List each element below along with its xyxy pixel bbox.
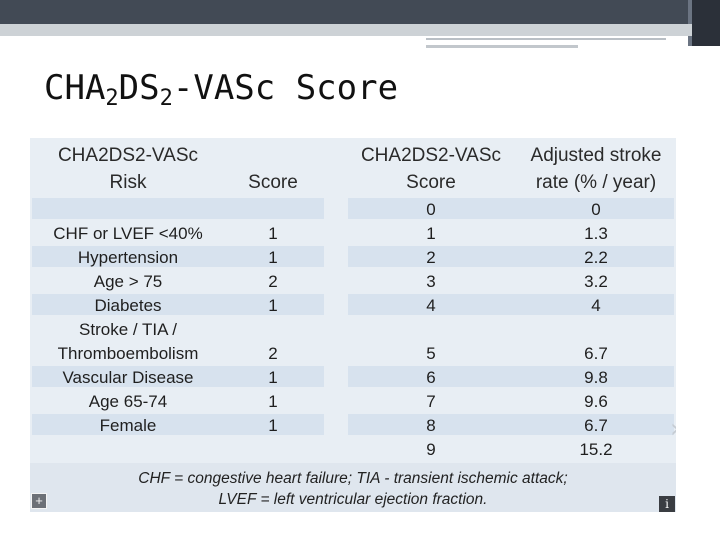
risk-score-cell: 1 <box>268 392 278 411</box>
stroke-score-cell: 1 <box>426 224 436 243</box>
top-decor-stripe <box>0 24 692 36</box>
top-right-decor <box>692 0 720 46</box>
stroke-score-cell: 3 <box>426 272 436 291</box>
footnote-line: LVEF = left ventricular ejection fractio… <box>218 491 488 508</box>
table-row-band <box>348 414 674 435</box>
table-row-band <box>348 246 674 267</box>
stroke-score-cell: 2 <box>426 248 436 267</box>
score-column-header: Score <box>248 172 298 193</box>
risk-factor-cell: Diabetes <box>94 296 162 315</box>
score-table-image: CHA2DS2-VASc Risk Score CHF or LVEF <40%… <box>30 138 676 512</box>
risk-factor-cell: CHF or LVEF <40% <box>53 224 203 243</box>
table-row-band <box>32 294 324 315</box>
stroke-rate-cell: 9.6 <box>584 392 608 411</box>
table-row-band <box>32 414 324 435</box>
stroke-rate-cell: 15.2 <box>579 440 613 459</box>
stroke-rate-column-header: Adjusted stroke rate (% / year) <box>530 145 662 193</box>
risk-score-cell: 1 <box>268 248 278 267</box>
risk-factor-cell: Female <box>99 416 157 435</box>
stroke-score-cell: 9 <box>426 440 436 459</box>
table-row-band <box>32 198 324 219</box>
risk-score-cell: 1 <box>268 296 278 315</box>
risk-score-cell: 2 <box>268 344 278 363</box>
stroke-rate-cell: 0 <box>591 200 601 219</box>
risk-column-header: CHA2DS2-VASc Risk <box>57 145 199 193</box>
risk-score-cell: 1 <box>268 224 278 243</box>
risk-factor-cell: Stroke / TIA / Thromboembolism <box>57 320 199 363</box>
table-row-band <box>32 366 324 387</box>
stroke-rate-cell: 6.7 <box>584 344 608 363</box>
top-decor-band <box>0 0 720 24</box>
stroke-rate-cell: 4 <box>591 296 601 315</box>
footnote-background <box>30 463 676 512</box>
table-row-band <box>348 198 674 219</box>
risk-score-cell: 1 <box>268 416 278 435</box>
risk-score-cell: 1 <box>268 368 278 387</box>
risk-factor-cell: Vascular Disease <box>62 368 194 387</box>
decor-rule <box>426 45 578 48</box>
risk-score-cell: 2 <box>268 272 278 291</box>
risk-factor-cell: Age 65-74 <box>88 392 168 411</box>
stroke-score-column-header: CHA2DS2-VASc Score <box>360 145 502 193</box>
table-row-band <box>348 366 674 387</box>
footnote-line: CHF = congestive heart failure; TIA - tr… <box>138 470 568 487</box>
decor-rule <box>426 38 666 40</box>
stroke-score-cell: 0 <box>426 200 436 219</box>
table-row-band <box>348 294 674 315</box>
stroke-score-cell: 8 <box>426 416 436 435</box>
table-row-band <box>32 246 324 267</box>
risk-factor-cell: Age > 75 <box>93 272 163 291</box>
stroke-score-cell: 4 <box>426 296 436 315</box>
stroke-rate-cell: 6.7 <box>584 416 608 435</box>
stroke-score-cell: 7 <box>426 392 436 411</box>
stroke-score-cell: 5 <box>426 344 436 363</box>
slide-title: CHA2DS2-VASc Score <box>44 68 399 111</box>
stroke-rate-cell: 2.2 <box>584 248 608 267</box>
stroke-score-cell: 6 <box>426 368 436 387</box>
chevron-right-icon[interactable]: › <box>670 414 676 444</box>
info-icon[interactable]: i <box>659 496 675 512</box>
expand-icon[interactable]: + <box>31 493 47 509</box>
top-right-decor-stripe <box>688 0 692 46</box>
stroke-rate-cell: 9.8 <box>584 368 608 387</box>
stroke-rate-cell: 3.2 <box>584 272 608 291</box>
risk-factor-cell: Hypertension <box>77 248 179 267</box>
stroke-rate-cell: 1.3 <box>584 224 608 243</box>
